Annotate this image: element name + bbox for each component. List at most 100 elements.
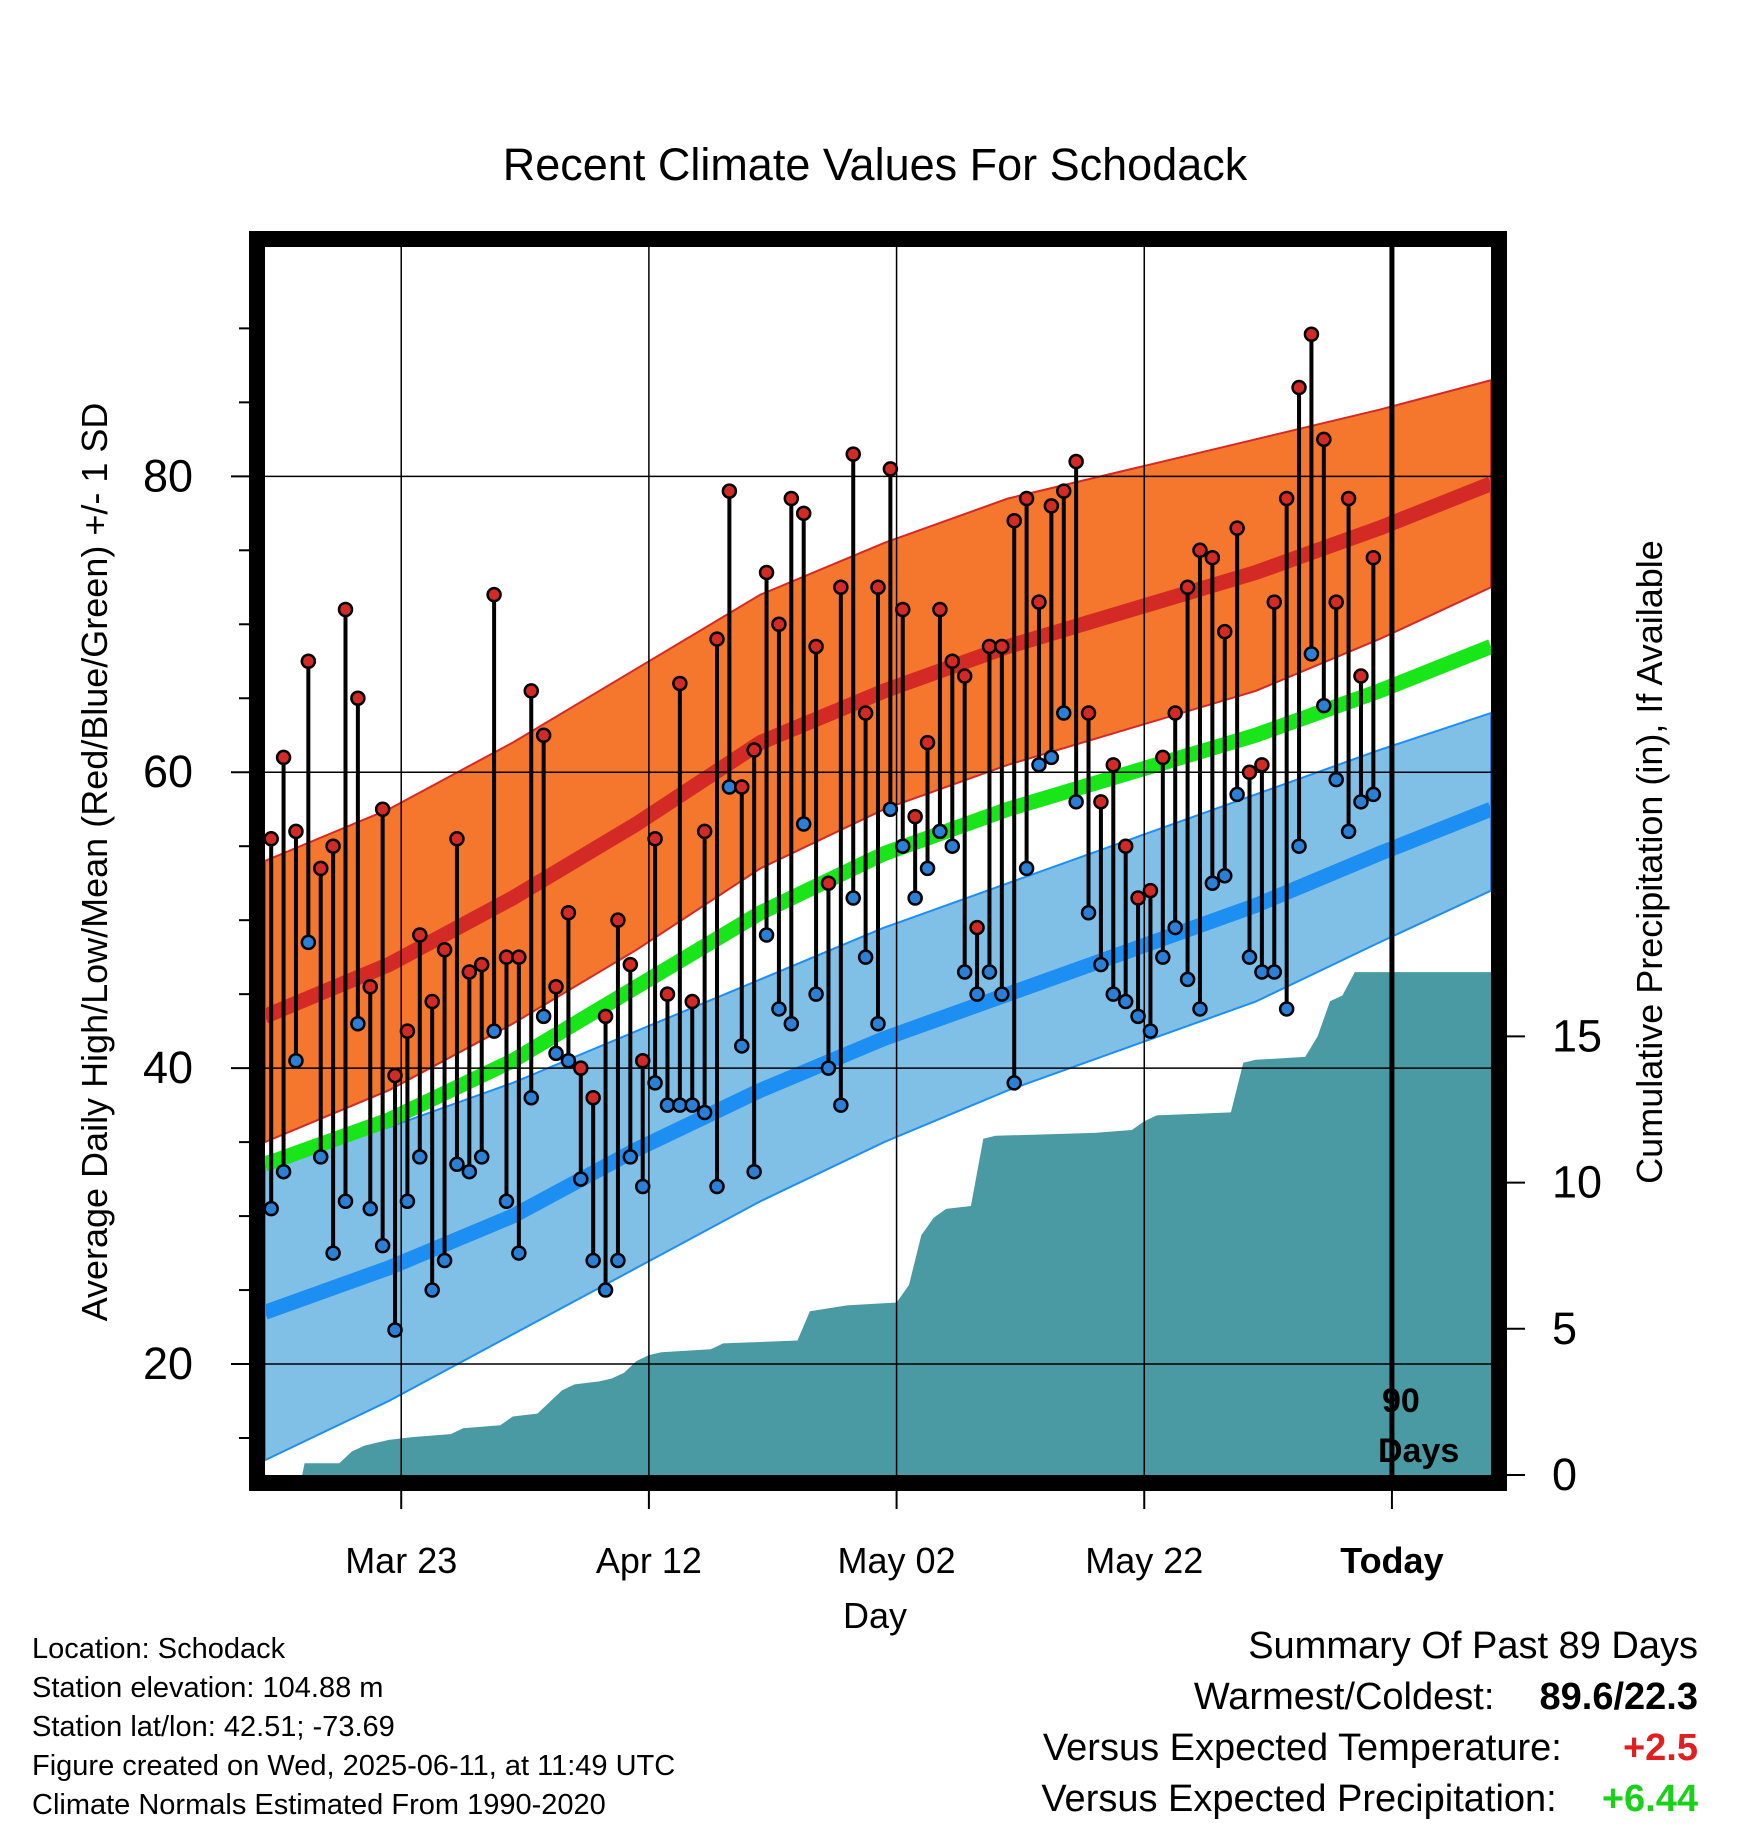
daily-high-point (1031, 594, 1047, 610)
daily-high-point (486, 586, 502, 603)
daily-high-point (424, 993, 440, 1010)
daily-high-point (709, 631, 725, 647)
daily-low-point (573, 1171, 589, 1187)
daily-low-point (1241, 949, 1258, 965)
daily-low-point (374, 1237, 391, 1254)
station-info: Location: Schodack Station elevation: 10… (32, 1630, 675, 1825)
daily-low-point (1316, 697, 1332, 714)
x-axis-label: Day (843, 1595, 907, 1636)
daily-high-point (634, 1052, 651, 1069)
daily-high-point (721, 483, 738, 499)
daily-low-point (1303, 646, 1320, 662)
daily-high-point (523, 683, 540, 699)
daily-low-point (560, 1052, 577, 1069)
daily-low-point (312, 1149, 329, 1165)
daily-low-point (771, 1001, 787, 1017)
daily-high-point (337, 601, 354, 618)
daily-low-point (1130, 1008, 1146, 1025)
daily-low-point (1328, 771, 1344, 788)
daily-low-point (969, 986, 985, 1002)
mean-normal-line (265, 639, 1491, 1172)
daily-low-point (1167, 919, 1183, 936)
daily-high-point (1353, 668, 1369, 684)
daily-high-point (1179, 579, 1196, 596)
daily-high-point (597, 1008, 614, 1025)
temp-value: +2.5 (1622, 1727, 1698, 1769)
daily-high-point (573, 1060, 589, 1076)
daily-high-point (498, 949, 515, 965)
daily-low-point (783, 1015, 800, 1032)
daily-low-point (932, 823, 948, 840)
daily-low-point (1204, 875, 1221, 891)
daily-low-point (337, 1193, 354, 1210)
window-label-days: Days (1378, 1432, 1459, 1470)
daily-high-point (300, 653, 317, 670)
daily-low-point (412, 1149, 428, 1165)
daily-low-point (944, 838, 961, 854)
daily-high-point (746, 742, 762, 758)
daily-low-point (486, 1023, 502, 1039)
y-axis-label: Average Daily High/Low/Mean (Red/Blue/Gr… (74, 403, 115, 1322)
plot-frame (249, 231, 1507, 1491)
daily-high-point (981, 638, 998, 655)
daily-low-point (548, 1045, 564, 1062)
daily-low-point (1142, 1023, 1159, 1039)
daily-high-point (771, 616, 787, 633)
daily-low-point (758, 927, 775, 943)
daily-low-point (350, 1015, 366, 1032)
daily-low-point (1155, 949, 1171, 965)
daily-high-point (808, 638, 824, 655)
precip-value: +6.44 (1601, 1778, 1698, 1820)
daily-high-point (473, 956, 490, 973)
daily-high-point (696, 823, 713, 840)
daily-low-point (387, 1322, 403, 1338)
daily-low-point (672, 1097, 688, 1113)
summary-precip: Versus Expected Precipitation: +6.44 (1041, 1778, 1698, 1821)
daily-low-point (1365, 786, 1382, 803)
daily-high-point (511, 949, 527, 965)
precip-cumulative-area (265, 972, 1491, 1475)
daily-low-point (461, 1163, 478, 1180)
daily-high-point (1018, 490, 1035, 507)
daily-high-point (1328, 594, 1344, 610)
daily-high-point (610, 912, 626, 928)
daily-low-point (585, 1252, 601, 1269)
info-created: Figure created on Wed, 2025-06-11, at 11… (32, 1750, 676, 1782)
axes: 20 40 60 80 0 5 10 15 Mar 23 Apr 12 May 02 May 22 To… (143, 231, 1602, 1581)
daily-low-point (265, 1200, 279, 1217)
daily-high-point (374, 801, 391, 817)
y2-tick-label: 15 (1552, 1010, 1602, 1061)
daily-low-point (436, 1252, 453, 1269)
daily-high-point (932, 601, 948, 618)
daily-low-point (795, 816, 812, 832)
daily-low-point (300, 934, 317, 951)
daily-high-point (1093, 794, 1109, 810)
daily-high-point (1316, 431, 1332, 448)
x-tick-label: Mar 23 (345, 1540, 457, 1581)
daily-high-point (882, 461, 899, 477)
low-sd-band (265, 711, 1491, 1462)
daily-low-point (833, 1097, 849, 1113)
daily-low-point (1266, 964, 1283, 980)
daily-high-point (994, 638, 1010, 655)
daily-high-point (820, 875, 837, 891)
daily-high-point (436, 942, 453, 958)
daily-high-point (387, 1067, 403, 1084)
daily-high-point (1241, 764, 1258, 780)
daily-high-point (399, 1023, 416, 1039)
daily-high-point (1278, 490, 1295, 507)
daily-low-point (870, 1015, 886, 1032)
daily-low-point (994, 986, 1010, 1002)
daily-low-point (919, 860, 936, 877)
x-tick-label: May 02 (838, 1540, 956, 1581)
daily-low-point (1117, 993, 1134, 1010)
x-tick-label: May 22 (1085, 1540, 1203, 1581)
daily-high-point (919, 734, 936, 751)
daily-high-point (833, 579, 849, 596)
daily-low-point (684, 1097, 700, 1113)
daily-low-point (622, 1149, 639, 1165)
daily-high-point (870, 579, 886, 596)
summary-title: Summary Of Past 89 Days (1248, 1625, 1698, 1667)
daily-high-point (795, 505, 812, 522)
